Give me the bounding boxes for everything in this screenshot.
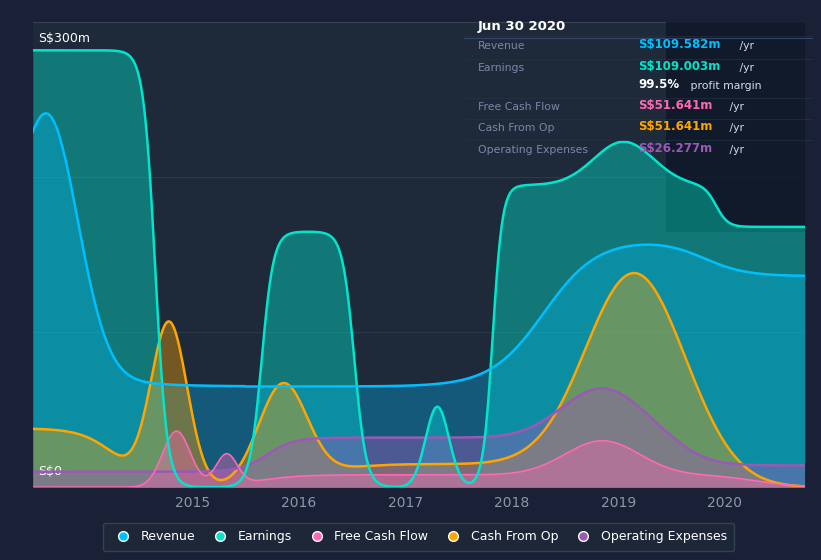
Text: Revenue: Revenue [478, 41, 525, 50]
Bar [666, 22, 805, 232]
Text: /yr: /yr [736, 41, 754, 50]
Text: /yr: /yr [736, 63, 754, 73]
Text: Free Cash Flow: Free Cash Flow [478, 102, 560, 113]
Text: S$109.003m: S$109.003m [639, 60, 721, 73]
Text: S$26.277m: S$26.277m [639, 142, 713, 155]
Text: Operating Expenses: Operating Expenses [478, 144, 588, 155]
Text: 99.5%: 99.5% [639, 78, 680, 91]
Text: S$51.641m: S$51.641m [639, 120, 713, 133]
Text: S$300m: S$300m [38, 32, 90, 45]
Text: profit margin: profit margin [687, 81, 762, 91]
Text: S$109.582m: S$109.582m [639, 38, 721, 50]
Legend: Revenue, Earnings, Free Cash Flow, Cash From Op, Operating Expenses: Revenue, Earnings, Free Cash Flow, Cash … [103, 522, 735, 550]
Text: /yr: /yr [727, 102, 745, 113]
Text: /yr: /yr [727, 144, 745, 155]
Text: S$51.641m: S$51.641m [639, 99, 713, 113]
Text: /yr: /yr [727, 123, 745, 133]
Text: Jun 30 2020: Jun 30 2020 [478, 20, 566, 33]
Text: Earnings: Earnings [478, 63, 525, 73]
Text: Cash From Op: Cash From Op [478, 123, 554, 133]
Text: S$0: S$0 [38, 465, 62, 478]
